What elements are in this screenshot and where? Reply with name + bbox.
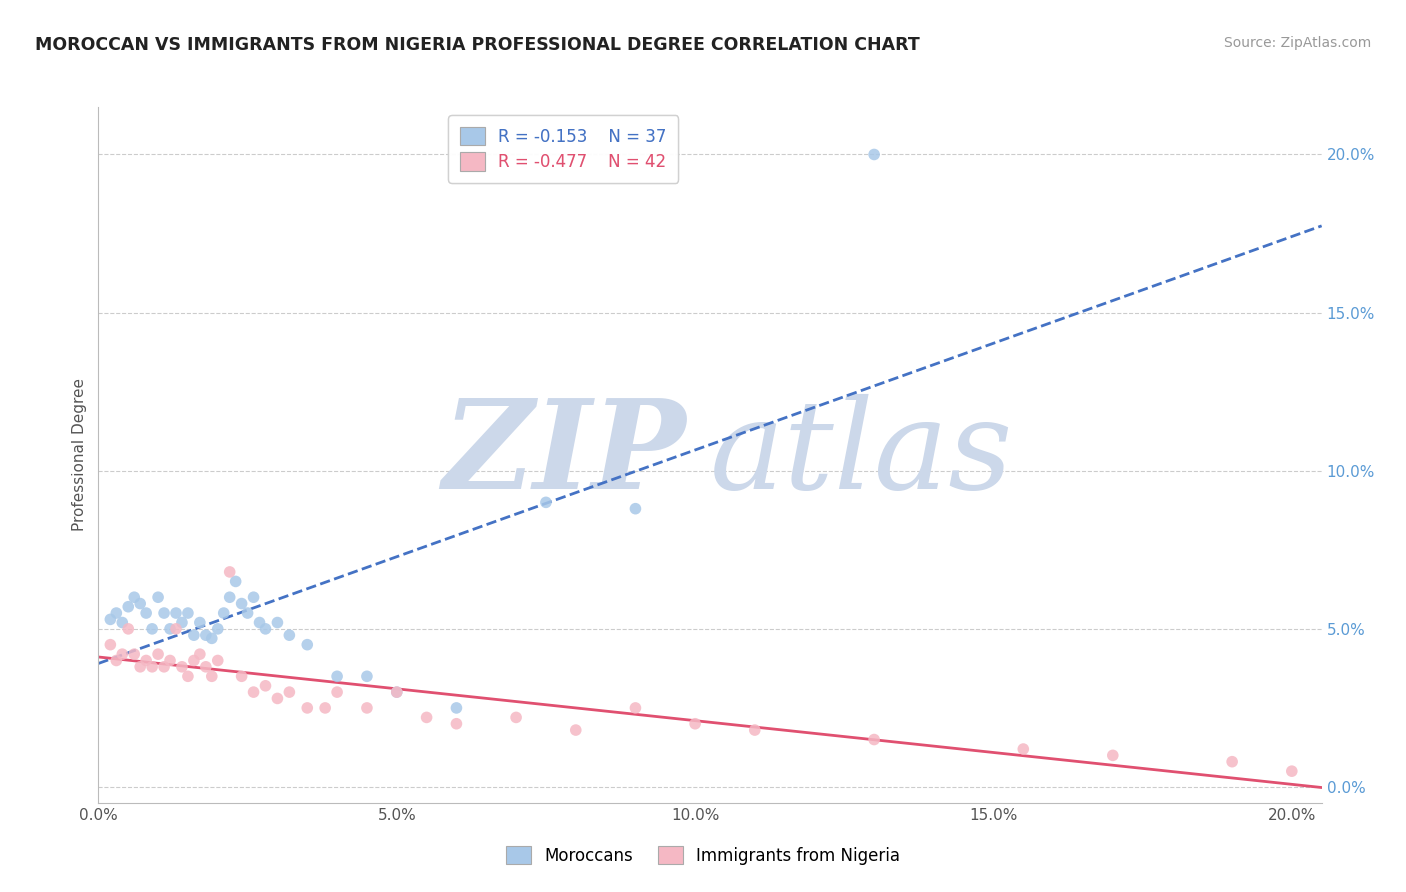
Legend: R = -0.153    N = 37, R = -0.477    N = 42: R = -0.153 N = 37, R = -0.477 N = 42: [449, 115, 678, 183]
Point: [188, 647, 211, 661]
Point: [122, 647, 145, 661]
Point: [249, 615, 271, 630]
Point: [863, 147, 886, 161]
Point: [624, 701, 647, 715]
Point: [201, 632, 224, 646]
Point: [1101, 748, 1123, 763]
Point: [153, 606, 176, 620]
Point: [385, 685, 408, 699]
Text: atlas: atlas: [710, 394, 1014, 516]
Y-axis label: Professional Degree: Professional Degree: [72, 378, 87, 532]
Point: [183, 653, 205, 667]
Point: [165, 622, 187, 636]
Point: [135, 653, 157, 667]
Point: [266, 691, 288, 706]
Point: [534, 495, 557, 509]
Point: [170, 660, 193, 674]
Point: [218, 591, 240, 605]
Text: Source: ZipAtlas.com: Source: ZipAtlas.com: [1223, 36, 1371, 50]
Point: [446, 716, 468, 731]
Point: [1012, 742, 1035, 756]
Point: [231, 597, 253, 611]
Point: [415, 710, 437, 724]
Point: [326, 669, 349, 683]
Point: [505, 710, 527, 724]
Legend: Moroccans, Immigrants from Nigeria: Moroccans, Immigrants from Nigeria: [496, 836, 910, 875]
Point: [1220, 755, 1243, 769]
Point: [242, 685, 264, 699]
Point: [117, 622, 139, 636]
Point: [242, 591, 264, 605]
Point: [1281, 764, 1303, 779]
Point: [254, 622, 277, 636]
Point: [194, 628, 217, 642]
Point: [135, 606, 157, 620]
Text: ZIP: ZIP: [441, 394, 686, 516]
Point: [153, 660, 176, 674]
Point: [98, 612, 121, 626]
Point: [446, 701, 468, 715]
Point: [278, 628, 301, 642]
Point: [111, 647, 134, 661]
Point: [122, 591, 145, 605]
Point: [141, 660, 163, 674]
Point: [177, 606, 200, 620]
Point: [141, 622, 163, 636]
Point: [207, 622, 229, 636]
Point: [105, 606, 128, 620]
Point: [207, 653, 229, 667]
Point: [170, 615, 193, 630]
Point: [683, 716, 706, 731]
Point: [624, 501, 647, 516]
Point: [565, 723, 588, 737]
Point: [194, 660, 217, 674]
Point: [159, 622, 181, 636]
Point: [146, 591, 169, 605]
Point: [146, 647, 169, 661]
Point: [254, 679, 277, 693]
Point: [129, 660, 152, 674]
Point: [105, 653, 128, 667]
Text: MOROCCAN VS IMMIGRANTS FROM NIGERIA PROFESSIONAL DEGREE CORRELATION CHART: MOROCCAN VS IMMIGRANTS FROM NIGERIA PROF…: [35, 36, 920, 54]
Point: [159, 653, 181, 667]
Point: [183, 628, 205, 642]
Point: [863, 732, 886, 747]
Point: [297, 701, 319, 715]
Point: [356, 669, 378, 683]
Point: [177, 669, 200, 683]
Point: [326, 685, 349, 699]
Point: [225, 574, 247, 589]
Point: [98, 638, 121, 652]
Point: [356, 701, 378, 715]
Point: [165, 606, 187, 620]
Point: [111, 615, 134, 630]
Point: [188, 615, 211, 630]
Point: [278, 685, 301, 699]
Point: [218, 565, 240, 579]
Point: [129, 597, 152, 611]
Point: [744, 723, 766, 737]
Point: [236, 606, 259, 620]
Point: [117, 599, 139, 614]
Point: [385, 685, 408, 699]
Point: [231, 669, 253, 683]
Point: [314, 701, 336, 715]
Point: [266, 615, 288, 630]
Point: [297, 638, 319, 652]
Point: [201, 669, 224, 683]
Point: [212, 606, 235, 620]
